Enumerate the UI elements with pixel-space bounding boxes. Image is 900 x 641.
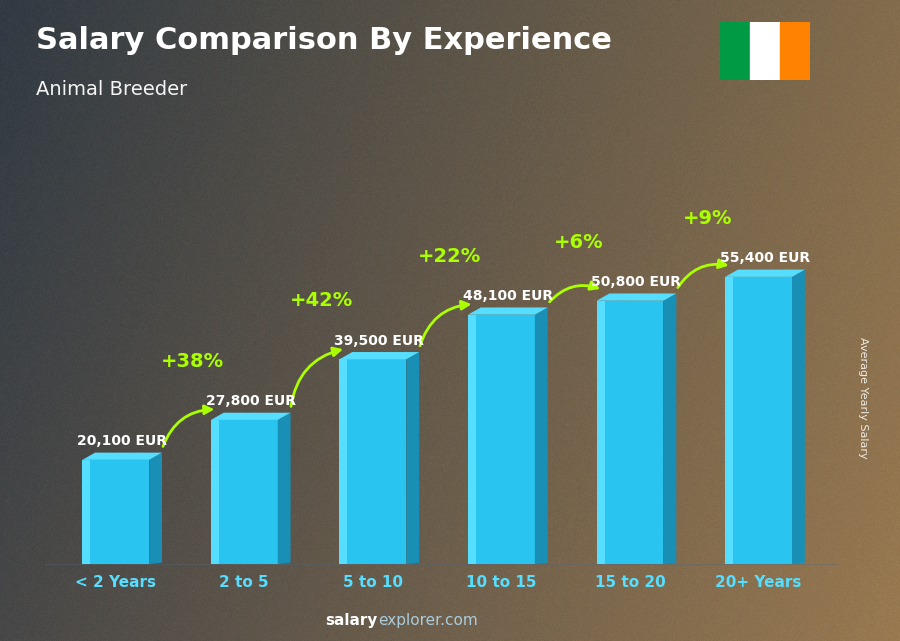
Polygon shape <box>278 413 291 564</box>
Polygon shape <box>406 352 419 564</box>
Text: 55,400 EUR: 55,400 EUR <box>720 251 810 265</box>
Text: Animal Breeder: Animal Breeder <box>36 80 187 99</box>
Polygon shape <box>597 294 676 301</box>
Polygon shape <box>792 270 805 564</box>
Text: 48,100 EUR: 48,100 EUR <box>463 289 553 303</box>
Text: +38%: +38% <box>161 352 224 371</box>
Polygon shape <box>663 294 676 564</box>
Bar <box>720 22 750 80</box>
Text: 39,500 EUR: 39,500 EUR <box>334 334 424 348</box>
Text: +6%: +6% <box>554 233 603 252</box>
Text: 50,800 EUR: 50,800 EUR <box>591 275 681 289</box>
Bar <box>750 22 780 80</box>
Polygon shape <box>82 460 90 564</box>
Polygon shape <box>468 315 535 564</box>
Polygon shape <box>535 308 548 564</box>
Polygon shape <box>211 420 278 564</box>
Text: explorer.com: explorer.com <box>378 613 478 628</box>
Polygon shape <box>725 270 805 277</box>
Text: Salary Comparison By Experience: Salary Comparison By Experience <box>36 26 612 54</box>
Polygon shape <box>597 301 605 564</box>
Polygon shape <box>725 277 792 564</box>
Polygon shape <box>725 277 734 564</box>
Text: 27,800 EUR: 27,800 EUR <box>206 394 296 408</box>
Polygon shape <box>597 301 663 564</box>
Text: 20,100 EUR: 20,100 EUR <box>77 435 167 449</box>
FancyArrowPatch shape <box>420 301 469 346</box>
Polygon shape <box>211 413 291 420</box>
Polygon shape <box>339 360 347 564</box>
Polygon shape <box>211 420 219 564</box>
Polygon shape <box>82 453 162 460</box>
FancyArrowPatch shape <box>291 348 340 406</box>
Text: +9%: +9% <box>682 209 732 228</box>
Bar <box>780 22 810 80</box>
Polygon shape <box>82 460 149 564</box>
FancyArrowPatch shape <box>163 406 212 447</box>
Text: +42%: +42% <box>290 292 353 310</box>
Text: Average Yearly Salary: Average Yearly Salary <box>859 337 868 458</box>
FancyArrowPatch shape <box>678 260 725 288</box>
Text: +22%: +22% <box>418 247 482 266</box>
Text: salary: salary <box>326 613 378 628</box>
Polygon shape <box>149 453 162 564</box>
Polygon shape <box>339 352 419 360</box>
Polygon shape <box>468 315 476 564</box>
Polygon shape <box>468 308 548 315</box>
Polygon shape <box>339 360 406 564</box>
FancyArrowPatch shape <box>550 282 598 302</box>
